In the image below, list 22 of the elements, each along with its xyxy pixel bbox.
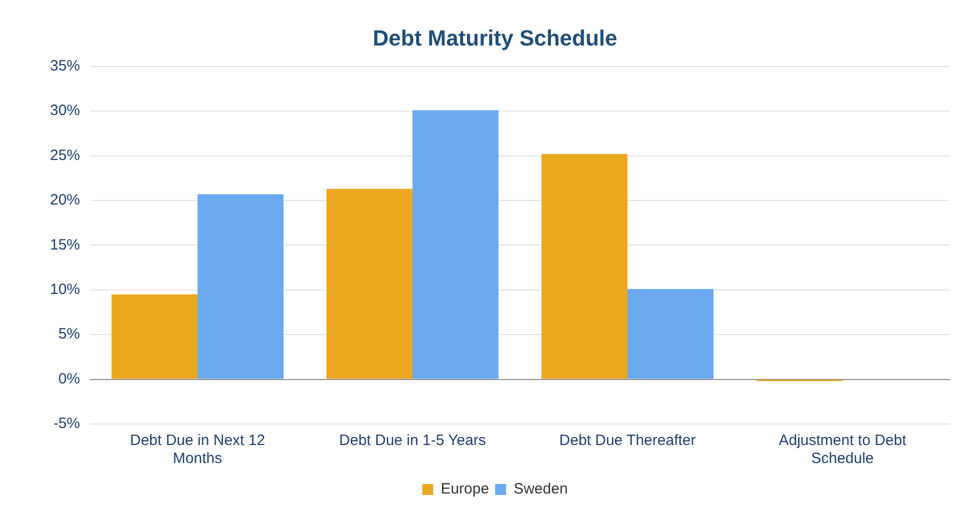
y-tick-label: 25% <box>50 146 80 164</box>
bar <box>198 194 284 379</box>
chart-title: Debt Maturity Schedule <box>372 25 618 50</box>
legend-label: Europe <box>440 480 490 498</box>
y-tick-label: 0% <box>58 370 80 388</box>
y-tick-label: 35% <box>50 58 80 75</box>
x-tick-label: Debt Due in 1-5 Years <box>339 432 486 450</box>
bar <box>326 188 413 379</box>
x-tick-label: Adjustment to Debt Schedule <box>778 432 908 468</box>
x-tick-label: Debt Due in Next 12 Months <box>130 432 266 468</box>
bar <box>112 294 198 379</box>
y-tick-label: -5% <box>53 415 80 432</box>
bar <box>628 289 714 379</box>
y-tick-label: 30% <box>50 102 80 120</box>
legend-label: Sweden <box>514 480 568 498</box>
bar <box>542 154 628 379</box>
y-tick-label: 20% <box>50 192 80 209</box>
y-tick-label: 15% <box>50 236 80 254</box>
y-tick-label: 5% <box>58 326 80 343</box>
y-tick-label: 10% <box>50 281 80 298</box>
x-tick-label: Debt Due Thereafter <box>559 432 696 450</box>
bar <box>412 110 499 379</box>
